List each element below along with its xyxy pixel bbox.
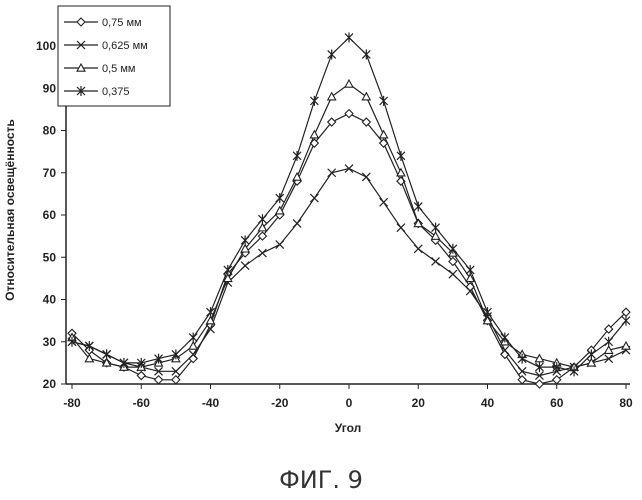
legend-label: 0,5 мм (102, 63, 135, 75)
data-point (587, 349, 595, 359)
y-tick-label: 60 (43, 208, 57, 222)
data-point (276, 193, 284, 203)
figure-caption: ФИГ. 9 (279, 466, 363, 494)
x-tick-label: -60 (133, 396, 151, 410)
data-point (310, 131, 318, 138)
x-tick-label: 0 (346, 396, 353, 410)
data-point (137, 372, 145, 380)
data-point (310, 96, 318, 106)
data-point (362, 173, 370, 181)
x-tick-label: -40 (202, 396, 220, 410)
data-point (535, 372, 543, 380)
y-tick-label: 50 (43, 250, 57, 264)
y-tick-label: 30 (43, 335, 57, 349)
data-point (570, 366, 578, 376)
data-point (605, 355, 613, 363)
legend: 0,75 мм 0,625 мм 0,5 мм 0,375 (58, 6, 170, 106)
y-tick-label: 100 (36, 39, 56, 53)
y-tick-label: 80 (43, 124, 57, 138)
series-2 (68, 165, 630, 380)
data-point (397, 169, 405, 176)
data-point (518, 376, 526, 384)
data-point (328, 93, 336, 100)
x-tick-label: -80 (63, 396, 81, 410)
data-point (397, 224, 405, 232)
data-point (449, 270, 457, 278)
data-point (553, 376, 561, 384)
y-tick-label: 70 (43, 166, 57, 180)
x-ticks: -80 -60 -40 -20 0 20 40 60 80 (63, 384, 633, 410)
data-point (362, 49, 370, 59)
data-point (622, 342, 630, 349)
x-tick-label: 60 (550, 396, 564, 410)
data-point (518, 354, 526, 364)
x-tick-label: 80 (619, 396, 633, 410)
series-1 (68, 110, 630, 388)
data-point (328, 169, 336, 177)
data-point (414, 245, 422, 253)
data-point (241, 235, 249, 245)
data-point (293, 151, 301, 161)
x-axis-label: Угол (335, 421, 362, 435)
data-point (345, 165, 353, 173)
series-line (72, 169, 626, 376)
data-point (622, 316, 630, 326)
data-point (466, 265, 474, 275)
legend-label: 0,75 мм (102, 17, 142, 29)
series-line (72, 84, 626, 367)
y-tick-label: 40 (43, 293, 57, 307)
x-tick-label: 40 (481, 396, 495, 410)
y-axis-label: Относительная освещённость (3, 119, 17, 301)
y-tick-label: 90 (43, 81, 57, 95)
legend-label: 0,375 (102, 86, 130, 98)
data-point (397, 151, 405, 161)
data-point (276, 241, 284, 249)
data-point (310, 194, 318, 202)
data-point (293, 219, 301, 227)
data-point (380, 131, 388, 138)
data-point (328, 49, 336, 59)
legend-label: 0,625 мм (102, 40, 148, 52)
data-point (241, 262, 249, 270)
data-point (189, 342, 197, 349)
data-point (189, 333, 197, 343)
data-point (258, 249, 266, 257)
y-tick-label: 20 (43, 377, 57, 391)
data-point (535, 380, 543, 388)
data-point (345, 80, 353, 87)
data-point (432, 257, 440, 265)
series-3 (68, 80, 630, 370)
data-point (605, 337, 613, 347)
data-point (345, 33, 353, 43)
data-point (380, 96, 388, 106)
data-point (380, 198, 388, 206)
series-line (72, 114, 626, 384)
data-point (155, 354, 163, 364)
x-tick-label: 20 (412, 396, 426, 410)
data-point (518, 367, 526, 375)
data-point (85, 341, 93, 351)
data-point (449, 244, 457, 254)
data-point (432, 232, 440, 239)
data-point (207, 307, 215, 317)
data-point (258, 214, 266, 224)
data-point (414, 202, 422, 212)
data-point (362, 93, 370, 100)
data-point (432, 223, 440, 233)
data-point (103, 349, 111, 359)
data-point (155, 376, 163, 384)
x-tick-label: -20 (271, 396, 289, 410)
data-point (172, 349, 180, 359)
data-point (345, 110, 353, 118)
